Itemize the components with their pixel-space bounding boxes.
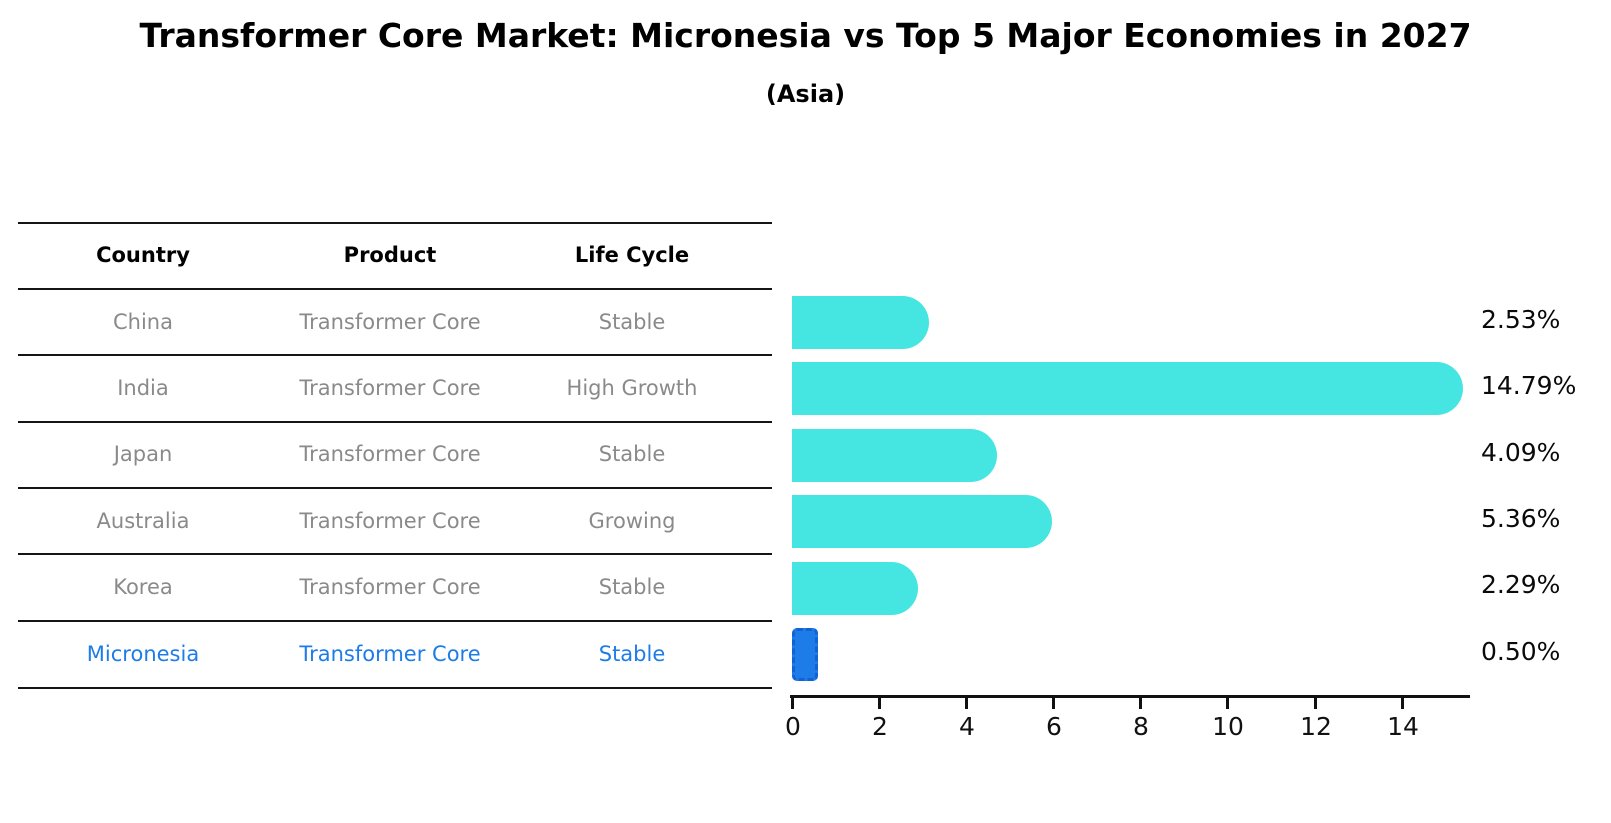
cell-lifecycle: Stable: [598, 442, 666, 466]
cell-lifecycle-highlight: Stable: [598, 642, 666, 666]
cell-product-highlight: Transformer Core: [299, 642, 481, 666]
x-axis-tick: [1139, 697, 1142, 709]
x-tick-label: 8: [1133, 712, 1149, 741]
cell-country: Japan: [113, 442, 173, 466]
value-label: 2.53%: [1481, 305, 1561, 334]
value-label: 4.09%: [1481, 438, 1561, 467]
x-axis-tick: [791, 697, 794, 709]
value-label: 5.36%: [1481, 504, 1561, 533]
cell-product: Transformer Core: [299, 376, 481, 400]
x-axis-tick: [1401, 697, 1404, 709]
x-axis-tick: [1052, 697, 1055, 709]
cell-country-highlight: Micronesia: [86, 642, 200, 666]
bar-micronesia: [792, 628, 818, 681]
x-axis-tick: [878, 697, 881, 709]
table-row-border: [18, 620, 772, 622]
x-axis-line: [790, 695, 1470, 698]
x-tick-label: 0: [785, 712, 801, 741]
value-label: 2.29%: [1481, 570, 1561, 599]
x-tick-label: 14: [1387, 712, 1419, 741]
x-tick-label: 12: [1300, 712, 1332, 741]
col-header-country: Country: [96, 243, 190, 267]
table-row-border: [18, 354, 772, 356]
col-header-lifecycle: Life Cycle: [574, 243, 690, 267]
cell-country: Korea: [113, 575, 173, 599]
x-tick-label: 2: [872, 712, 888, 741]
x-tick-label: 6: [1046, 712, 1062, 741]
cell-product: Transformer Core: [299, 442, 481, 466]
cell-lifecycle: Stable: [598, 575, 666, 599]
table-row-border: [18, 553, 772, 555]
table-row-border: [18, 421, 772, 423]
cell-lifecycle: Growing: [588, 509, 676, 533]
cell-country: China: [113, 310, 173, 334]
x-axis-tick: [1314, 697, 1317, 709]
cell-lifecycle: Stable: [598, 310, 666, 334]
cell-lifecycle: High Growth: [566, 376, 698, 400]
bar-japan: [792, 429, 997, 482]
chart-title: Transformer Core Market: Micronesia vs T…: [139, 16, 1472, 55]
cell-product: Transformer Core: [299, 310, 481, 334]
x-axis-tick: [965, 697, 968, 709]
cell-country: India: [117, 376, 169, 400]
col-header-product: Product: [343, 243, 437, 267]
value-label: 14.79%: [1481, 371, 1577, 400]
x-axis-tick: [1226, 697, 1229, 709]
bar-korea: [792, 562, 919, 615]
table-bottom-border: [18, 687, 772, 689]
bar-india: [792, 362, 1463, 415]
cell-product: Transformer Core: [299, 509, 481, 533]
bar-australia: [792, 495, 1053, 548]
bar-china: [792, 296, 929, 349]
table-row-border: [18, 487, 772, 489]
value-label: 0.50%: [1481, 637, 1561, 666]
x-tick-label: 4: [959, 712, 975, 741]
table-top-border: [18, 222, 772, 224]
cell-country: Australia: [96, 509, 190, 533]
cell-product: Transformer Core: [299, 575, 481, 599]
table-header-border: [18, 288, 772, 290]
x-tick-label: 10: [1212, 712, 1244, 741]
chart-subtitle: (Asia): [765, 80, 846, 108]
